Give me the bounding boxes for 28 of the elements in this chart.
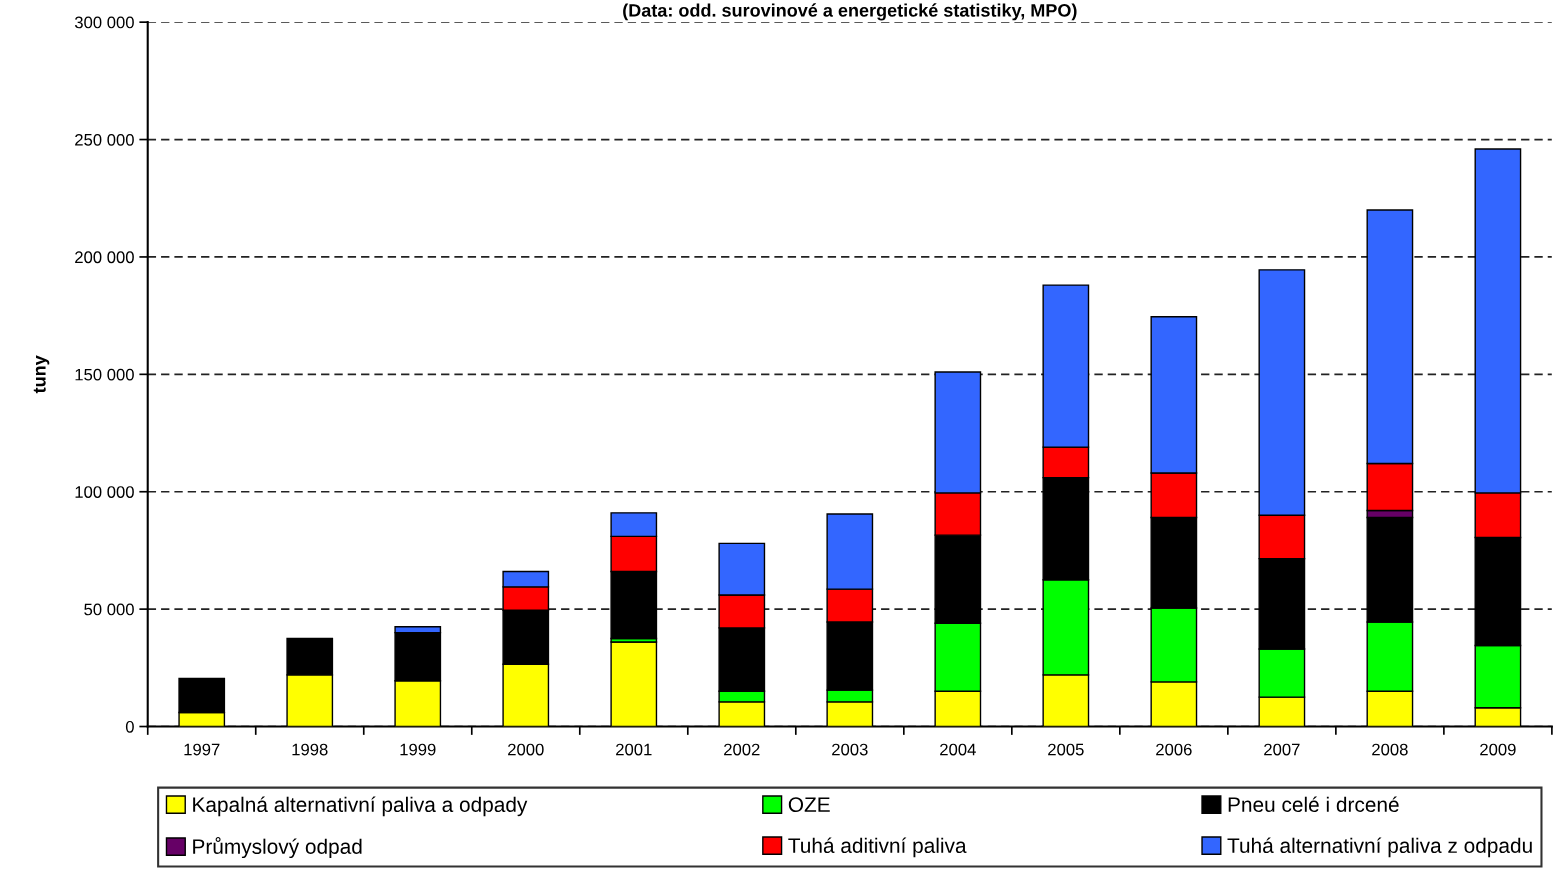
legend-label: Tuhá aditivní paliva: [788, 837, 967, 858]
chart-title: (Data: odd. surovinové a energetické statistiky, MPO): [623, 3, 1077, 21]
x-tick-label: 2008: [1372, 743, 1408, 756]
y-tick-label: 200 000: [75, 251, 134, 264]
legend-label: Pneu celé i drcené: [1228, 796, 1399, 813]
x-tick-label: 2003: [832, 743, 868, 756]
y-tick-label: 0: [125, 720, 134, 733]
legend-label: Průmyslový odpad: [193, 836, 362, 859]
y-axis-title: tuny: [33, 355, 50, 394]
y-tick-label: 100 000: [75, 486, 134, 498]
legend-label: Kapalná alternativní paliva a odpady: [193, 796, 528, 817]
x-tick-label: 1997: [184, 743, 220, 756]
y-tick-label: 300 000: [74, 16, 134, 29]
y-tick-label: 150 000: [75, 368, 134, 381]
y-tick-label: 250 000: [75, 133, 134, 146]
legend-label: Tuhá alternativní paliva z odpadu: [1227, 837, 1532, 858]
y-tick-label: 50 000: [84, 603, 134, 616]
x-tick-label: 2006: [1156, 743, 1192, 756]
x-tick-label: 2000: [508, 743, 544, 756]
legend-label: OZE: [788, 797, 830, 813]
x-tick-label: 2005: [1048, 743, 1084, 756]
x-tick-label: 2004: [940, 743, 976, 756]
x-tick-label: 1998: [292, 743, 328, 756]
x-tick-label: 1999: [400, 743, 436, 756]
x-tick-label: 2007: [1264, 743, 1300, 756]
x-tick-label: 2002: [724, 743, 760, 756]
x-tick-label: 2009: [1480, 743, 1516, 756]
x-tick-label: 2001: [616, 743, 652, 756]
